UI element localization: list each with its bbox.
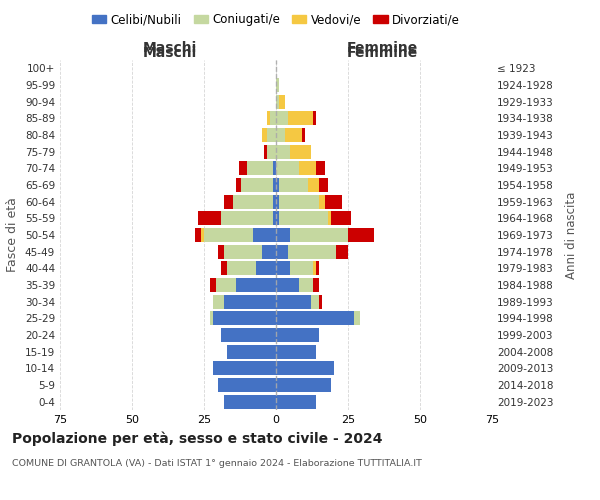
Bar: [276, 261, 290, 276]
Bar: [276, 78, 279, 92]
Bar: [290, 261, 313, 276]
Bar: [276, 328, 319, 342]
Bar: [328, 211, 331, 226]
Bar: [276, 278, 299, 292]
Legend: Celibi/Nubili, Coniugati/e, Vedovi/e, Divorziati/e: Celibi/Nubili, Coniugati/e, Vedovi/e, Di…: [87, 8, 465, 31]
Bar: [268, 144, 276, 159]
Bar: [276, 244, 287, 259]
Bar: [325, 194, 342, 209]
Y-axis label: Fasce di età: Fasce di età: [7, 198, 19, 272]
Bar: [227, 261, 256, 276]
Bar: [273, 178, 276, 192]
Bar: [221, 328, 276, 342]
Bar: [319, 178, 328, 192]
Bar: [276, 294, 311, 308]
Bar: [198, 211, 221, 226]
Bar: [236, 278, 276, 292]
Bar: [313, 278, 319, 292]
Bar: [273, 194, 276, 209]
Bar: [279, 94, 284, 109]
Bar: [221, 211, 273, 226]
Bar: [302, 128, 305, 142]
Bar: [308, 178, 319, 192]
Bar: [210, 278, 215, 292]
Bar: [279, 211, 328, 226]
Bar: [313, 261, 316, 276]
Bar: [316, 261, 319, 276]
Bar: [224, 194, 233, 209]
Bar: [337, 244, 348, 259]
Bar: [319, 294, 322, 308]
Bar: [276, 344, 316, 359]
Bar: [276, 378, 331, 392]
Bar: [287, 112, 313, 126]
Bar: [331, 211, 351, 226]
Bar: [276, 194, 279, 209]
Bar: [247, 162, 273, 175]
Bar: [276, 394, 316, 409]
Text: Femmine: Femmine: [347, 46, 418, 60]
Bar: [236, 178, 241, 192]
Bar: [299, 278, 313, 292]
Bar: [218, 378, 276, 392]
Bar: [268, 128, 276, 142]
Bar: [354, 311, 359, 326]
Bar: [256, 261, 276, 276]
Bar: [212, 361, 276, 376]
Bar: [239, 162, 247, 175]
Bar: [273, 211, 276, 226]
Bar: [276, 128, 284, 142]
Bar: [241, 178, 273, 192]
Y-axis label: Anni di nascita: Anni di nascita: [565, 192, 578, 278]
Bar: [201, 228, 204, 242]
Bar: [221, 261, 227, 276]
Bar: [224, 244, 262, 259]
Bar: [276, 94, 279, 109]
Bar: [276, 361, 334, 376]
Bar: [273, 162, 276, 175]
Bar: [233, 194, 273, 209]
Bar: [299, 162, 316, 175]
Bar: [215, 278, 236, 292]
Bar: [204, 228, 253, 242]
Bar: [265, 144, 268, 159]
Bar: [224, 394, 276, 409]
Bar: [279, 194, 319, 209]
Bar: [227, 344, 276, 359]
Bar: [290, 228, 348, 242]
Bar: [224, 294, 276, 308]
Bar: [284, 128, 302, 142]
Text: Femmine: Femmine: [347, 41, 418, 55]
Text: Popolazione per età, sesso e stato civile - 2024: Popolazione per età, sesso e stato civil…: [12, 431, 383, 446]
Text: Maschi: Maschi: [142, 41, 197, 55]
Bar: [196, 228, 201, 242]
Bar: [276, 162, 299, 175]
Bar: [311, 294, 319, 308]
Bar: [276, 178, 279, 192]
Bar: [276, 112, 287, 126]
Bar: [287, 244, 337, 259]
Bar: [212, 311, 276, 326]
Text: COMUNE DI GRANTOLA (VA) - Dati ISTAT 1° gennaio 2024 - Elaborazione TUTTITALIA.I: COMUNE DI GRANTOLA (VA) - Dati ISTAT 1° …: [12, 459, 422, 468]
Bar: [279, 178, 308, 192]
Bar: [313, 112, 316, 126]
Bar: [253, 228, 276, 242]
Bar: [212, 294, 224, 308]
Bar: [316, 162, 325, 175]
Bar: [276, 228, 290, 242]
Bar: [270, 112, 276, 126]
Bar: [210, 311, 212, 326]
Bar: [319, 194, 325, 209]
Bar: [262, 244, 276, 259]
Bar: [276, 144, 290, 159]
Bar: [348, 228, 374, 242]
Bar: [218, 244, 224, 259]
Text: Maschi: Maschi: [142, 46, 197, 60]
Bar: [262, 128, 268, 142]
Bar: [276, 211, 279, 226]
Bar: [276, 311, 354, 326]
Bar: [268, 112, 270, 126]
Bar: [290, 144, 311, 159]
